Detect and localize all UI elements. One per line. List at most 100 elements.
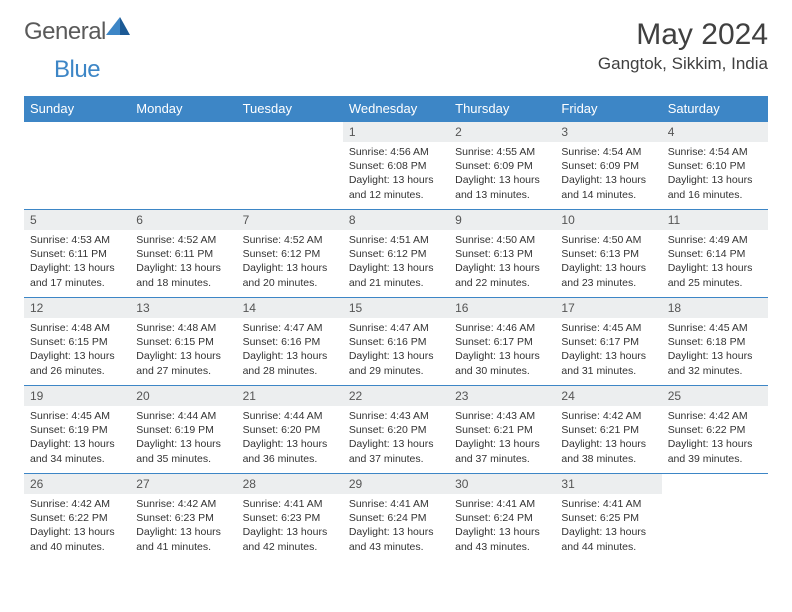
calendar-day-cell: 14Sunrise: 4:47 AMSunset: 6:16 PMDayligh…: [237, 298, 343, 386]
day-number: 18: [662, 298, 768, 318]
day-number: 1: [343, 122, 449, 142]
calendar-day-cell: 2Sunrise: 4:55 AMSunset: 6:09 PMDaylight…: [449, 122, 555, 210]
calendar-day-cell: 27Sunrise: 4:42 AMSunset: 6:23 PMDayligh…: [130, 474, 236, 562]
day-data: Sunrise: 4:41 AMSunset: 6:24 PMDaylight:…: [343, 494, 449, 558]
calendar-day-cell: [24, 122, 130, 210]
day-data: Sunrise: 4:48 AMSunset: 6:15 PMDaylight:…: [24, 318, 130, 382]
logo-text-1: General: [24, 18, 106, 46]
day-number: 5: [24, 210, 130, 230]
day-data: Sunrise: 4:48 AMSunset: 6:15 PMDaylight:…: [130, 318, 236, 382]
calendar-week-row: 5Sunrise: 4:53 AMSunset: 6:11 PMDaylight…: [24, 210, 768, 298]
day-number: 29: [343, 474, 449, 494]
calendar-day-cell: 25Sunrise: 4:42 AMSunset: 6:22 PMDayligh…: [662, 386, 768, 474]
location: Gangtok, Sikkim, India: [598, 54, 768, 74]
month-title: May 2024: [598, 18, 768, 52]
calendar-day-cell: 11Sunrise: 4:49 AMSunset: 6:14 PMDayligh…: [662, 210, 768, 298]
day-number: 22: [343, 386, 449, 406]
calendar-day-cell: 6Sunrise: 4:52 AMSunset: 6:11 PMDaylight…: [130, 210, 236, 298]
day-number: 24: [555, 386, 661, 406]
day-number: 12: [24, 298, 130, 318]
calendar-day-cell: 10Sunrise: 4:50 AMSunset: 6:13 PMDayligh…: [555, 210, 661, 298]
day-data: Sunrise: 4:51 AMSunset: 6:12 PMDaylight:…: [343, 230, 449, 294]
weekday-header: Sunday: [24, 96, 130, 122]
calendar-day-cell: 20Sunrise: 4:44 AMSunset: 6:19 PMDayligh…: [130, 386, 236, 474]
day-data: Sunrise: 4:54 AMSunset: 6:09 PMDaylight:…: [555, 142, 661, 206]
calendar-day-cell: 28Sunrise: 4:41 AMSunset: 6:23 PMDayligh…: [237, 474, 343, 562]
day-data: Sunrise: 4:50 AMSunset: 6:13 PMDaylight:…: [449, 230, 555, 294]
day-data: Sunrise: 4:44 AMSunset: 6:20 PMDaylight:…: [237, 406, 343, 470]
day-data: Sunrise: 4:42 AMSunset: 6:22 PMDaylight:…: [662, 406, 768, 470]
day-data: Sunrise: 4:45 AMSunset: 6:19 PMDaylight:…: [24, 406, 130, 470]
calendar-day-cell: [662, 474, 768, 562]
calendar-day-cell: 22Sunrise: 4:43 AMSunset: 6:20 PMDayligh…: [343, 386, 449, 474]
calendar-day-cell: 19Sunrise: 4:45 AMSunset: 6:19 PMDayligh…: [24, 386, 130, 474]
day-data: Sunrise: 4:41 AMSunset: 6:23 PMDaylight:…: [237, 494, 343, 558]
calendar-day-cell: 9Sunrise: 4:50 AMSunset: 6:13 PMDaylight…: [449, 210, 555, 298]
day-data: Sunrise: 4:41 AMSunset: 6:24 PMDaylight:…: [449, 494, 555, 558]
day-data: Sunrise: 4:42 AMSunset: 6:23 PMDaylight:…: [130, 494, 236, 558]
day-number: 15: [343, 298, 449, 318]
day-number: 16: [449, 298, 555, 318]
calendar-day-cell: 21Sunrise: 4:44 AMSunset: 6:20 PMDayligh…: [237, 386, 343, 474]
calendar-day-cell: 23Sunrise: 4:43 AMSunset: 6:21 PMDayligh…: [449, 386, 555, 474]
calendar-day-cell: 3Sunrise: 4:54 AMSunset: 6:09 PMDaylight…: [555, 122, 661, 210]
day-number: 13: [130, 298, 236, 318]
calendar-table: SundayMondayTuesdayWednesdayThursdayFrid…: [24, 96, 768, 562]
day-number: 26: [24, 474, 130, 494]
day-number: 7: [237, 210, 343, 230]
logo-triangle-icon: [106, 17, 130, 35]
calendar-day-cell: 17Sunrise: 4:45 AMSunset: 6:17 PMDayligh…: [555, 298, 661, 386]
calendar-day-cell: 1Sunrise: 4:56 AMSunset: 6:08 PMDaylight…: [343, 122, 449, 210]
day-number: 28: [237, 474, 343, 494]
day-data: Sunrise: 4:52 AMSunset: 6:12 PMDaylight:…: [237, 230, 343, 294]
day-data: Sunrise: 4:45 AMSunset: 6:17 PMDaylight:…: [555, 318, 661, 382]
day-number: 2: [449, 122, 555, 142]
day-number: 10: [555, 210, 661, 230]
calendar-header-row: SundayMondayTuesdayWednesdayThursdayFrid…: [24, 96, 768, 122]
day-data: Sunrise: 4:43 AMSunset: 6:20 PMDaylight:…: [343, 406, 449, 470]
day-data: Sunrise: 4:43 AMSunset: 6:21 PMDaylight:…: [449, 406, 555, 470]
day-data: Sunrise: 4:46 AMSunset: 6:17 PMDaylight:…: [449, 318, 555, 382]
day-number: 21: [237, 386, 343, 406]
calendar-day-cell: 4Sunrise: 4:54 AMSunset: 6:10 PMDaylight…: [662, 122, 768, 210]
weekday-header: Tuesday: [237, 96, 343, 122]
weekday-header: Monday: [130, 96, 236, 122]
day-data: Sunrise: 4:53 AMSunset: 6:11 PMDaylight:…: [24, 230, 130, 294]
day-data: Sunrise: 4:49 AMSunset: 6:14 PMDaylight:…: [662, 230, 768, 294]
day-number: 31: [555, 474, 661, 494]
calendar-day-cell: 7Sunrise: 4:52 AMSunset: 6:12 PMDaylight…: [237, 210, 343, 298]
day-data: Sunrise: 4:41 AMSunset: 6:25 PMDaylight:…: [555, 494, 661, 558]
day-data: Sunrise: 4:44 AMSunset: 6:19 PMDaylight:…: [130, 406, 236, 470]
day-data: Sunrise: 4:42 AMSunset: 6:22 PMDaylight:…: [24, 494, 130, 558]
day-number: 20: [130, 386, 236, 406]
calendar-day-cell: 12Sunrise: 4:48 AMSunset: 6:15 PMDayligh…: [24, 298, 130, 386]
calendar-week-row: 1Sunrise: 4:56 AMSunset: 6:08 PMDaylight…: [24, 122, 768, 210]
calendar-week-row: 12Sunrise: 4:48 AMSunset: 6:15 PMDayligh…: [24, 298, 768, 386]
day-number: 9: [449, 210, 555, 230]
calendar-day-cell: 13Sunrise: 4:48 AMSunset: 6:15 PMDayligh…: [130, 298, 236, 386]
day-number: 11: [662, 210, 768, 230]
day-number: 8: [343, 210, 449, 230]
calendar-day-cell: 30Sunrise: 4:41 AMSunset: 6:24 PMDayligh…: [449, 474, 555, 562]
calendar-day-cell: 16Sunrise: 4:46 AMSunset: 6:17 PMDayligh…: [449, 298, 555, 386]
logo: General: [24, 18, 132, 46]
day-number: 27: [130, 474, 236, 494]
calendar-day-cell: 8Sunrise: 4:51 AMSunset: 6:12 PMDaylight…: [343, 210, 449, 298]
day-data: Sunrise: 4:52 AMSunset: 6:11 PMDaylight:…: [130, 230, 236, 294]
day-number: 14: [237, 298, 343, 318]
day-data: Sunrise: 4:45 AMSunset: 6:18 PMDaylight:…: [662, 318, 768, 382]
day-number: 6: [130, 210, 236, 230]
day-number: 3: [555, 122, 661, 142]
calendar-day-cell: 18Sunrise: 4:45 AMSunset: 6:18 PMDayligh…: [662, 298, 768, 386]
day-number: 23: [449, 386, 555, 406]
day-number: 19: [24, 386, 130, 406]
calendar-day-cell: 26Sunrise: 4:42 AMSunset: 6:22 PMDayligh…: [24, 474, 130, 562]
calendar-day-cell: 15Sunrise: 4:47 AMSunset: 6:16 PMDayligh…: [343, 298, 449, 386]
logo-text-2: Blue: [54, 56, 100, 84]
day-data: Sunrise: 4:54 AMSunset: 6:10 PMDaylight:…: [662, 142, 768, 206]
day-data: Sunrise: 4:55 AMSunset: 6:09 PMDaylight:…: [449, 142, 555, 206]
day-data: Sunrise: 4:56 AMSunset: 6:08 PMDaylight:…: [343, 142, 449, 206]
weekday-header: Saturday: [662, 96, 768, 122]
calendar-day-cell: 31Sunrise: 4:41 AMSunset: 6:25 PMDayligh…: [555, 474, 661, 562]
calendar-day-cell: [237, 122, 343, 210]
